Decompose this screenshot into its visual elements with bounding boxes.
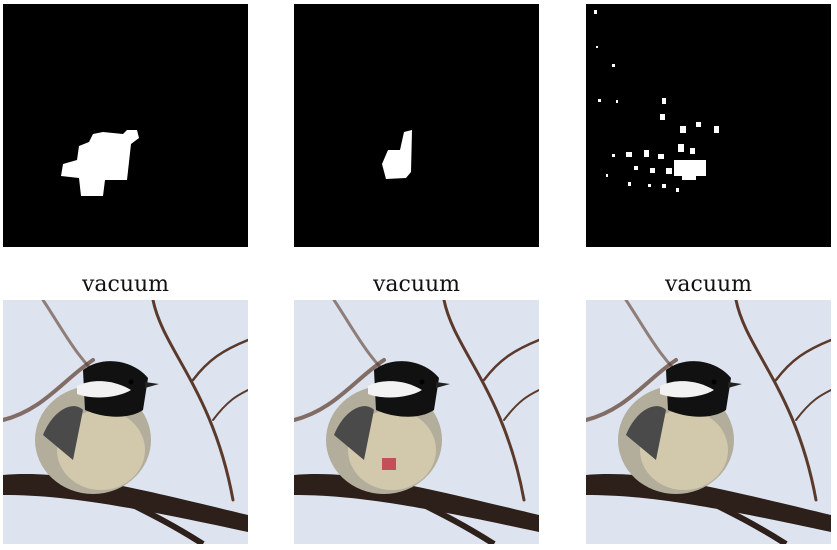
mask-2-shape [294,4,539,247]
bird-photo-3 [586,300,831,544]
bird-image-1 [3,300,248,544]
bird-image-2 [294,300,539,544]
saliency-mask-2 [294,4,539,247]
caption-3: vacuum [664,272,753,297]
caption-2: vacuum [372,272,461,297]
bird-photo-1 [3,300,248,544]
adversarial-patch [382,458,396,470]
bird-photo-2 [294,300,539,544]
caption-1: vacuum [81,272,170,297]
bird-image-3 [586,300,831,544]
mask-1-shape [3,4,248,247]
saliency-mask-3 [586,4,831,247]
saliency-mask-1 [3,4,248,247]
mask-3-shape [586,4,831,247]
